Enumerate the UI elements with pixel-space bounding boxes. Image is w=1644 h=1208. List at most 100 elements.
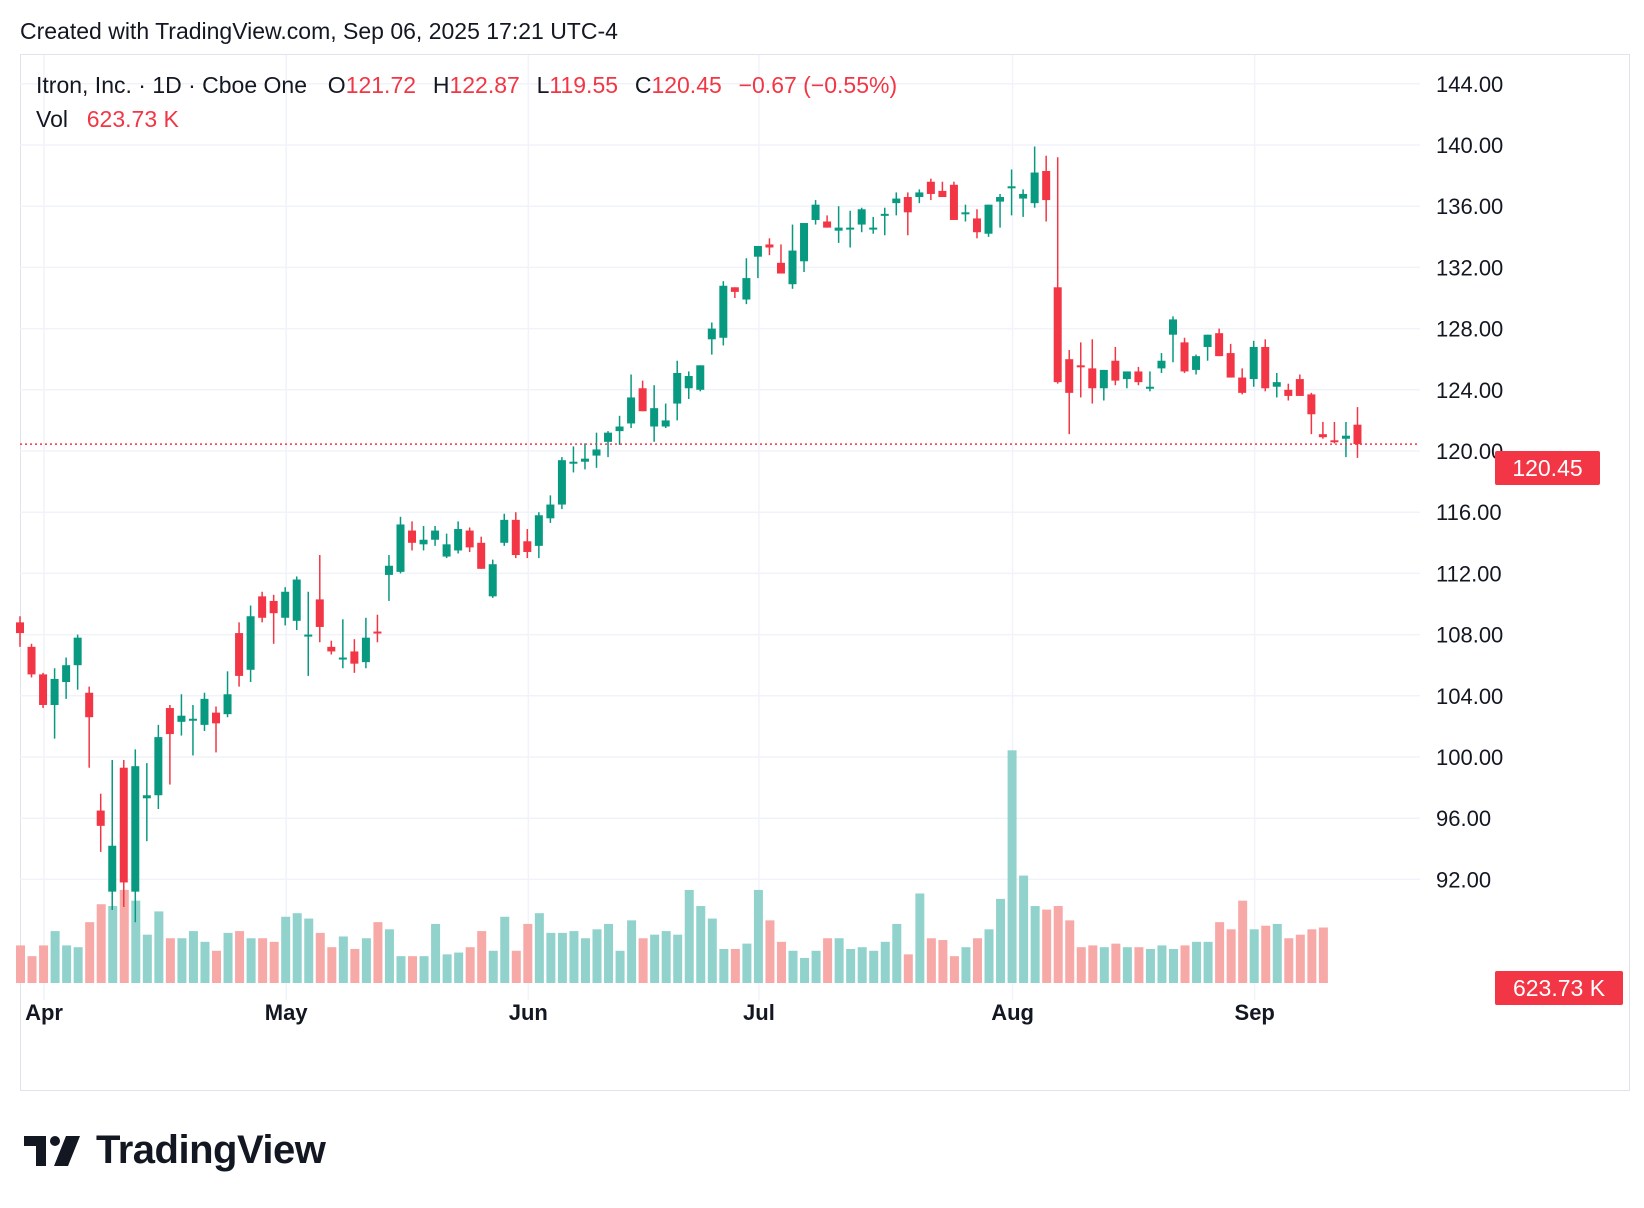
candle-body: [73, 637, 82, 666]
candle: [1272, 372, 1281, 398]
volume-bar: [1030, 906, 1040, 983]
candle-body: [961, 212, 970, 215]
volume-bar: [1215, 922, 1225, 983]
candle-body: [615, 426, 624, 432]
candle-body: [707, 328, 716, 340]
candle-body: [235, 633, 244, 676]
candle-body: [638, 388, 647, 412]
candle: [500, 513, 509, 546]
candle: [834, 206, 843, 243]
volume-bar: [696, 906, 706, 983]
candle-body: [834, 227, 843, 231]
candle-body: [1272, 382, 1281, 387]
volume-bar: [350, 948, 360, 983]
y-tick-label: 108.00: [1436, 623, 1503, 648]
volume-bar: [442, 954, 452, 983]
candle: [1099, 369, 1108, 401]
candle-body: [1192, 356, 1201, 370]
candle-body: [949, 184, 958, 220]
volume-bar: [730, 948, 740, 983]
volume-bar: [869, 950, 879, 983]
candle: [1353, 407, 1362, 458]
candle-body: [1134, 371, 1143, 383]
volume-bar: [1318, 927, 1328, 983]
candle: [431, 525, 440, 546]
volume-bar: [984, 929, 994, 983]
candle-body: [684, 376, 693, 389]
candle: [188, 704, 197, 756]
volume-bar: [949, 956, 959, 983]
candle: [465, 527, 474, 552]
volume-bar: [650, 934, 660, 983]
volume-bar: [73, 947, 83, 983]
volume-bar: [1099, 947, 1109, 983]
candle-body: [1065, 359, 1074, 393]
candle-body: [696, 365, 705, 390]
candle: [235, 622, 244, 687]
volume-bar: [465, 947, 475, 983]
candle: [800, 223, 809, 272]
candle: [557, 457, 566, 510]
candle-body: [523, 541, 532, 552]
candle: [996, 193, 1005, 228]
candle: [857, 207, 866, 233]
candle-body: [50, 678, 59, 705]
volume-bar: [1088, 945, 1098, 983]
candle: [753, 245, 762, 279]
candle-body: [1180, 342, 1189, 372]
volume-bar: [1122, 947, 1132, 983]
open-value: 121.72: [345, 72, 417, 98]
volume-bar: [592, 929, 602, 983]
volume-bar: [707, 918, 717, 983]
candle-body: [488, 564, 497, 597]
low-value: 119.55: [549, 72, 619, 98]
volume-bar: [165, 938, 175, 983]
candle: [1065, 350, 1074, 435]
candle: [846, 210, 855, 248]
volume-bar: [1192, 941, 1202, 983]
candle: [142, 763, 151, 842]
candle: [50, 668, 59, 739]
x-axis: Apr May Jun Jul Aug Sep: [25, 1000, 1275, 1025]
volume-bar: [1019, 875, 1029, 983]
candle-body: [350, 651, 359, 664]
last-price-badge: 120.45: [1495, 451, 1600, 485]
volume-bar: [315, 932, 325, 983]
candle: [707, 322, 716, 355]
volume-bar: [880, 941, 890, 983]
x-tick-label: Sep: [1235, 1000, 1275, 1025]
volume-bar: [292, 913, 302, 983]
candle-body: [212, 712, 221, 724]
volume-bar: [511, 950, 521, 983]
candle-body: [384, 565, 393, 575]
volume-bar: [961, 947, 971, 983]
candle-body: [1215, 333, 1224, 357]
volume-bar: [892, 923, 902, 983]
y-tick-label: 100.00: [1436, 745, 1503, 770]
candle-body: [373, 631, 382, 634]
volume-bar: [615, 950, 625, 983]
candle: [269, 594, 278, 644]
volume-bar: [569, 931, 579, 983]
candle-body: [281, 591, 290, 618]
candle-body: [1261, 346, 1270, 389]
candle-body: [154, 737, 163, 796]
candle: [27, 643, 36, 678]
candle: [523, 529, 532, 559]
open-label: O: [327, 72, 346, 98]
volume-bar: [119, 889, 129, 983]
candle-body: [811, 204, 820, 220]
volume-bar: [903, 954, 913, 983]
candle: [684, 371, 693, 399]
candle: [880, 207, 889, 236]
candle: [580, 443, 589, 470]
candle-body: [246, 616, 255, 670]
candle-body: [454, 529, 463, 551]
candle-body: [1238, 377, 1247, 393]
candle: [892, 192, 901, 216]
price-chart[interactable]: 144.00 140.00 136.00 132.00 128.00 124.00 120.…: [0, 0, 1644, 1100]
volume-bar: [223, 932, 233, 983]
candle-body: [569, 461, 578, 464]
candle-body: [984, 204, 993, 234]
candle-body: [396, 524, 405, 572]
